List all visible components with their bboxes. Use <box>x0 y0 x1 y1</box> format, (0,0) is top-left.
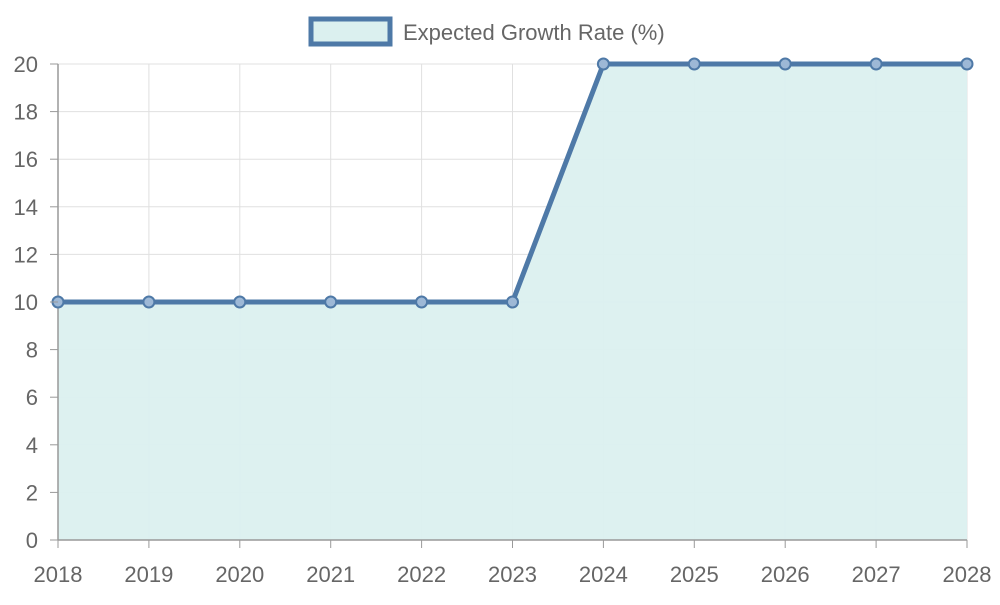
data-point[interactable] <box>506 295 519 309</box>
y-tick-label: 14 <box>14 195 38 220</box>
y-tick-label: 2 <box>26 480 38 505</box>
data-point[interactable] <box>960 57 974 71</box>
legend-swatch[interactable] <box>308 16 393 47</box>
x-tick-label: 2024 <box>579 562 628 587</box>
y-tick-label: 8 <box>26 338 38 363</box>
x-tick-label: 2020 <box>215 562 264 587</box>
x-tick-label: 2028 <box>943 562 992 587</box>
legend[interactable]: Expected Growth Rate (%) <box>308 16 665 47</box>
legend-label[interactable]: Expected Growth Rate (%) <box>403 20 665 45</box>
y-tick-label: 0 <box>26 528 38 553</box>
data-point[interactable] <box>778 57 792 71</box>
y-tick-label: 10 <box>14 290 38 315</box>
x-tick-label: 2027 <box>852 562 901 587</box>
data-point[interactable] <box>687 57 701 71</box>
x-tick-label: 2019 <box>124 562 173 587</box>
data-point[interactable] <box>415 295 429 309</box>
data-point[interactable] <box>142 295 156 309</box>
data-point[interactable] <box>869 57 883 71</box>
y-tick-label: 20 <box>14 52 38 77</box>
y-tick-label: 4 <box>26 433 38 458</box>
x-tick-label: 2022 <box>397 562 446 587</box>
y-tick-label: 16 <box>14 147 38 172</box>
x-axis-ticks: 2018 2019 2020 2021 2022 2023 2024 2025 2026 2027… <box>34 540 992 587</box>
y-tick-label: 18 <box>14 100 38 125</box>
x-tick-label: 2026 <box>761 562 810 587</box>
x-tick-label: 2018 <box>34 562 83 587</box>
x-tick-label: 2025 <box>670 562 719 587</box>
y-tick-label: 6 <box>26 385 38 410</box>
y-axis-ticks: 0 2 4 6 8 10 12 14 16 18 20 <box>14 52 58 553</box>
x-tick-label: 2021 <box>306 562 355 587</box>
data-point[interactable] <box>324 295 338 309</box>
data-point[interactable] <box>233 295 247 309</box>
x-tick-label: 2023 <box>488 562 537 587</box>
data-point[interactable] <box>596 57 610 71</box>
y-tick-label: 12 <box>14 242 38 267</box>
